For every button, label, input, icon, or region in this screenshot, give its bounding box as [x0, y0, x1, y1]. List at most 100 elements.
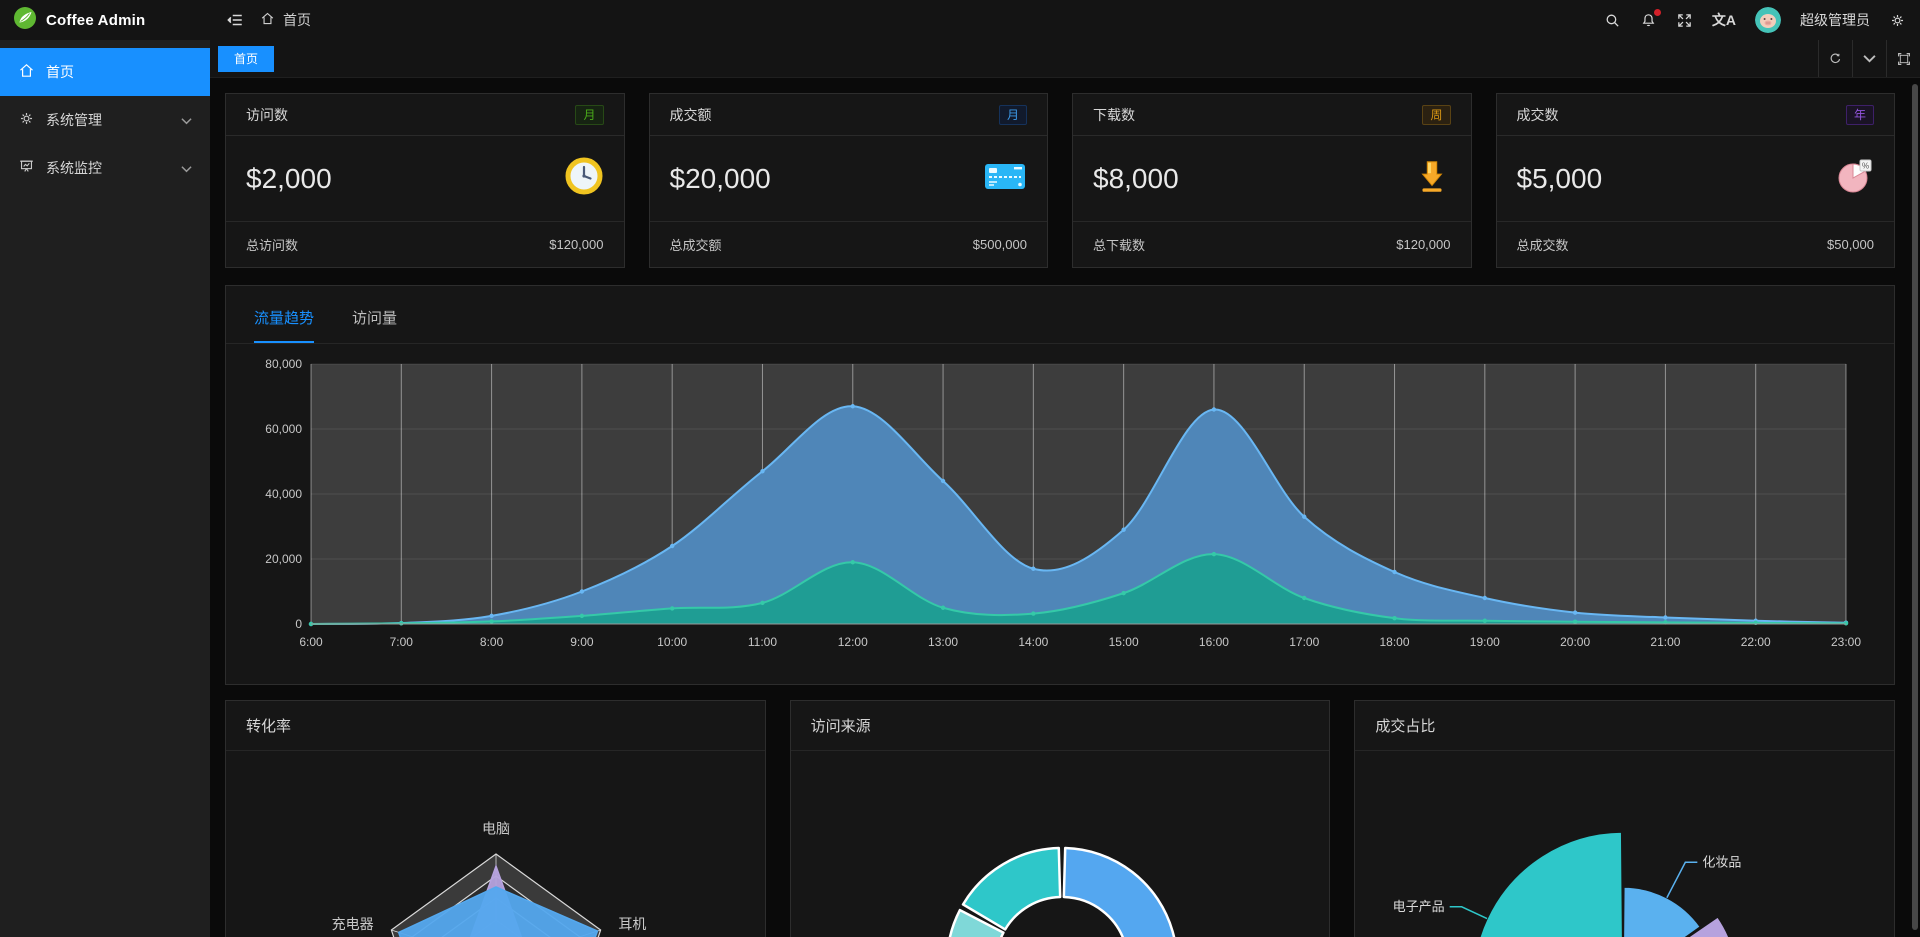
- pie-chart-icon: %: [1834, 156, 1874, 201]
- svg-text:23:00: 23:00: [1831, 635, 1861, 649]
- gear-icon: [18, 110, 35, 130]
- svg-text:9:00: 9:00: [570, 635, 594, 649]
- svg-text:充电器: 充电器: [332, 916, 374, 932]
- stat-footer-value: $120,000: [549, 237, 604, 252]
- svg-text:化妆品: 化妆品: [1703, 854, 1742, 869]
- sidebar-collapse-icon[interactable]: [226, 11, 244, 29]
- maximize-icon[interactable]: [1886, 40, 1920, 77]
- svg-text:22:00: 22:00: [1741, 635, 1771, 649]
- stat-footer-value: $120,000: [1396, 237, 1451, 252]
- svg-text:20,000: 20,000: [265, 552, 302, 566]
- chevron-down-icon: [181, 160, 192, 176]
- stat-footer-label: 总成交额: [669, 238, 722, 253]
- monitor-icon: [18, 158, 35, 178]
- notification-bell-icon[interactable]: [1640, 8, 1661, 29]
- stat-title: 访问数: [246, 106, 288, 123]
- tabbar-controls: [1818, 40, 1920, 77]
- svg-text:20:00: 20:00: [1560, 635, 1590, 649]
- stat-footer-label: 总成交数: [1516, 238, 1569, 253]
- page-tabbar: 首页: [210, 40, 1920, 78]
- svg-text:电脑: 电脑: [482, 820, 510, 836]
- visit-source-donut-svg[interactable]: [791, 751, 1331, 937]
- breadcrumb-label: 首页: [283, 12, 311, 28]
- settings-gear-icon[interactable]: [1889, 12, 1906, 29]
- topbar-right: 文A 超级管理员: [1604, 7, 1906, 33]
- stat-footer-label: 总下载数: [1093, 238, 1146, 253]
- svg-text:10:00: 10:00: [657, 635, 687, 649]
- stat-value: $2,000: [246, 162, 332, 194]
- download-icon: [1413, 156, 1451, 201]
- svg-text:14:00: 14:00: [1018, 635, 1048, 649]
- stat-title: 成交数: [1516, 106, 1559, 123]
- panel-title: 转化率: [226, 701, 765, 751]
- avatar[interactable]: [1755, 7, 1781, 33]
- period-tag: 周: [1422, 104, 1451, 125]
- refresh-icon[interactable]: [1818, 40, 1852, 77]
- sidebar-item-home[interactable]: 首页: [0, 48, 210, 96]
- topbar: 首页: [210, 0, 1920, 40]
- breadcrumb-home-icon: [260, 11, 275, 29]
- svg-text:16:00: 16:00: [1199, 635, 1229, 649]
- content: 访问数 月 $2,000: [210, 78, 1920, 937]
- panel-visit-source: 访问来源: [789, 700, 1331, 937]
- stat-row: 访问数 月 $2,000: [225, 93, 1895, 268]
- svg-text:电子产品: 电子产品: [1393, 899, 1445, 914]
- sidebar-item-label: 首页: [46, 64, 74, 80]
- content-scrollbar[interactable]: [1912, 84, 1918, 930]
- stat-value: $8,000: [1093, 162, 1179, 194]
- sidebar-item-label: 系统监控: [46, 160, 102, 176]
- tab-options-chevron-icon[interactable]: [1852, 40, 1886, 77]
- panel-title: 访问来源: [790, 701, 1330, 751]
- stat-card-visits: 访问数 月 $2,000: [225, 93, 625, 268]
- sidebar-menu: 首页 系统管理: [0, 40, 210, 192]
- translate-icon[interactable]: 文A: [1711, 12, 1736, 28]
- svg-text:13:00: 13:00: [928, 635, 958, 649]
- search-icon[interactable]: [1604, 12, 1621, 29]
- svg-text:17:00: 17:00: [1289, 635, 1319, 649]
- svg-text:40,000: 40,000: [265, 487, 302, 501]
- svg-text:21:00: 21:00: [1650, 635, 1680, 649]
- svg-text:6:00: 6:00: [299, 635, 323, 649]
- stat-card-deals: 成交数 年 $5,000 %: [1495, 93, 1895, 268]
- tab-visit-volume[interactable]: 访问量: [352, 310, 398, 327]
- main-area: 首页: [210, 0, 1920, 937]
- sidebar-item-system-admin[interactable]: 系统管理: [0, 96, 210, 144]
- svg-text:12:00: 12:00: [838, 635, 868, 649]
- stat-title: 成交额: [669, 106, 712, 123]
- fullscreen-icon[interactable]: [1676, 12, 1693, 29]
- stat-card-turnover: 成交额 月 $20,000: [648, 93, 1048, 268]
- stat-value: $5,000: [1516, 162, 1603, 194]
- username[interactable]: 超级管理员: [1800, 12, 1870, 28]
- svg-text:80,000: 80,000: [265, 357, 302, 371]
- sidebar-item-system-monitor[interactable]: 系统监控: [0, 144, 210, 192]
- svg-text:0: 0: [295, 617, 302, 631]
- svg-text:60,000: 60,000: [265, 422, 302, 436]
- tab-label: 首页: [234, 52, 259, 66]
- svg-text:7:00: 7:00: [390, 635, 414, 649]
- stat-footer-value: $500,000: [972, 237, 1027, 252]
- tab-home[interactable]: 首页: [218, 45, 275, 72]
- notification-badge: [1653, 8, 1661, 16]
- stat-footer-value: $50,000: [1827, 237, 1874, 252]
- panel-deal-share: 成交占比 化妆品电子产品: [1354, 700, 1896, 937]
- stat-card-downloads: 下载数 周 $8,000: [1072, 93, 1472, 268]
- stat-title: 下载数: [1093, 106, 1135, 123]
- stat-value: $20,000: [669, 162, 771, 194]
- home-icon: [18, 62, 35, 82]
- tab-traffic-trend[interactable]: 流量趋势: [254, 307, 315, 343]
- svg-text:11:00: 11:00: [748, 635, 777, 649]
- traffic-chart-svg[interactable]: 0 20,000 40,000 60,000 80,000 6:00 7:00 8:00 9:0…: [226, 344, 1896, 684]
- app-logo-icon: [13, 6, 37, 35]
- panel-title: 成交占比: [1355, 701, 1895, 751]
- period-tag: 月: [998, 104, 1027, 125]
- breadcrumb[interactable]: 首页: [260, 10, 311, 30]
- svg-text:8:00: 8:00: [480, 635, 504, 649]
- logo-row: Coffee Admin: [0, 0, 210, 40]
- svg-text:19:00: 19:00: [1470, 635, 1500, 649]
- panel-conversion: 转化率 电脑 耳机 充电器: [225, 700, 766, 937]
- sidebar-item-label: 系统管理: [46, 112, 102, 128]
- stat-footer-label: 总访问数: [246, 238, 299, 253]
- bottom-row: 转化率 电脑 耳机 充电器 访问来源 成交占比 化妆品电子产品: [225, 700, 1896, 937]
